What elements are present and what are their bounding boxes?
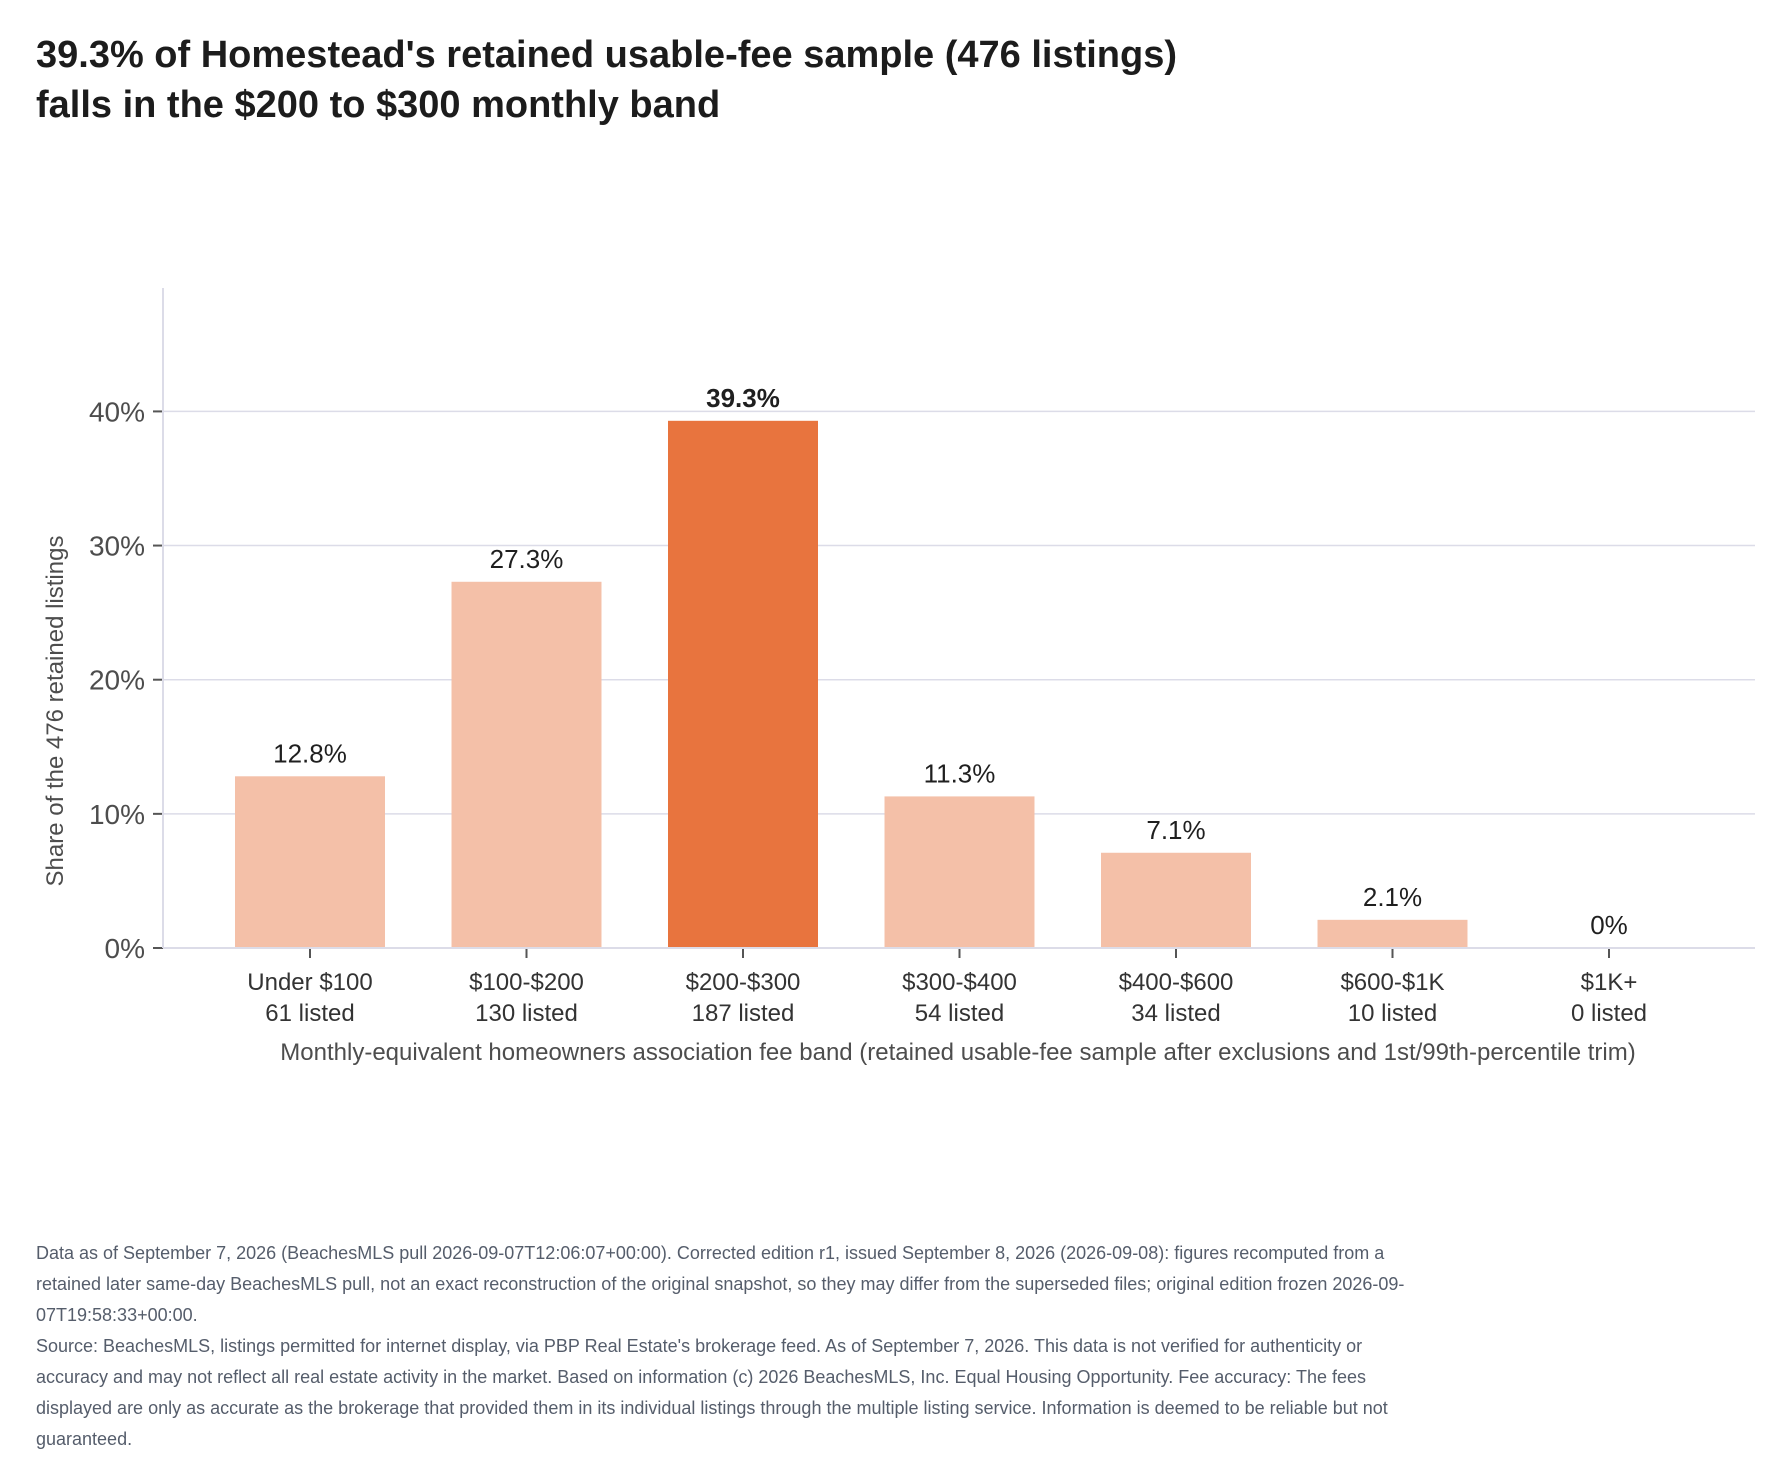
chart-title-line-2: falls in the $200 to $300 monthly band [36, 84, 721, 126]
footnotes: Data as of September 7, 2026 (BeachesMLS… [36, 1238, 1406, 1455]
x-tick-label: $300-$400 [902, 969, 1017, 996]
axes [153, 288, 1755, 958]
source-note: Source: BeachesMLS, listings permitted f… [36, 1336, 1388, 1449]
x-tick-label: Under $100 [247, 969, 372, 996]
y-tick-label: 40% [89, 396, 145, 427]
bar [668, 420, 818, 948]
x-tick-count-label: 34 listed [1131, 1000, 1220, 1027]
bar [884, 796, 1035, 948]
x-axis-label: Monthly-equivalent homeowners associatio… [280, 1039, 1635, 1066]
x-tick-label: $600-$1K [1340, 969, 1444, 996]
data-label: 39.3% [706, 383, 780, 413]
x-tick-label: $400-$600 [1119, 969, 1234, 996]
x-tick-label: $1K+ [1581, 969, 1638, 996]
x-tick-label: $100-$200 [469, 969, 584, 996]
chart-title-line-1: 39.3% of Homestead's retained usable-fee… [36, 34, 1178, 76]
bar [235, 776, 385, 948]
data-label: 2.1% [1363, 882, 1422, 912]
y-tick-label: 20% [89, 665, 145, 696]
data-label: 0% [1590, 910, 1628, 940]
x-tick-count-label: 0 listed [1571, 1000, 1647, 1027]
bar [451, 581, 602, 948]
data-label: 11.3% [924, 758, 996, 788]
y-tick-label: 0% [105, 933, 145, 964]
x-tick-label: $200-$300 [686, 969, 801, 996]
labels: 0% 10% 20% 30% 40% 12.8% Under $100 61 listed 27… [89, 383, 1647, 1027]
data-label: 27.3% [490, 544, 564, 574]
bar-chart: 0% 10% 20% 30% 40% 12.8% Under $100 61 listed 27… [42, 288, 1755, 1066]
chart-title: 39.3% of Homestead's retained usable-fee… [36, 30, 1436, 130]
bar [1317, 919, 1468, 948]
bar [1101, 852, 1251, 948]
data-note: Data as of September 7, 2026 (BeachesMLS… [36, 1243, 1405, 1325]
x-tick-count-label: 54 listed [915, 1000, 1004, 1027]
y-axis-label: Share of the 476 retained listings [42, 536, 69, 887]
x-tick-count-label: 187 listed [692, 1000, 795, 1027]
y-tick-label: 10% [89, 799, 145, 830]
x-tick-count-label: 130 listed [475, 1000, 578, 1027]
gridlines [163, 410, 1755, 815]
x-tick-count-label: 10 listed [1348, 1000, 1437, 1027]
bars [235, 420, 1468, 948]
x-tick-count-label: 61 listed [265, 1000, 354, 1027]
data-label: 7.1% [1146, 815, 1205, 845]
data-label: 12.8% [273, 738, 347, 768]
y-tick-label: 30% [89, 531, 145, 562]
